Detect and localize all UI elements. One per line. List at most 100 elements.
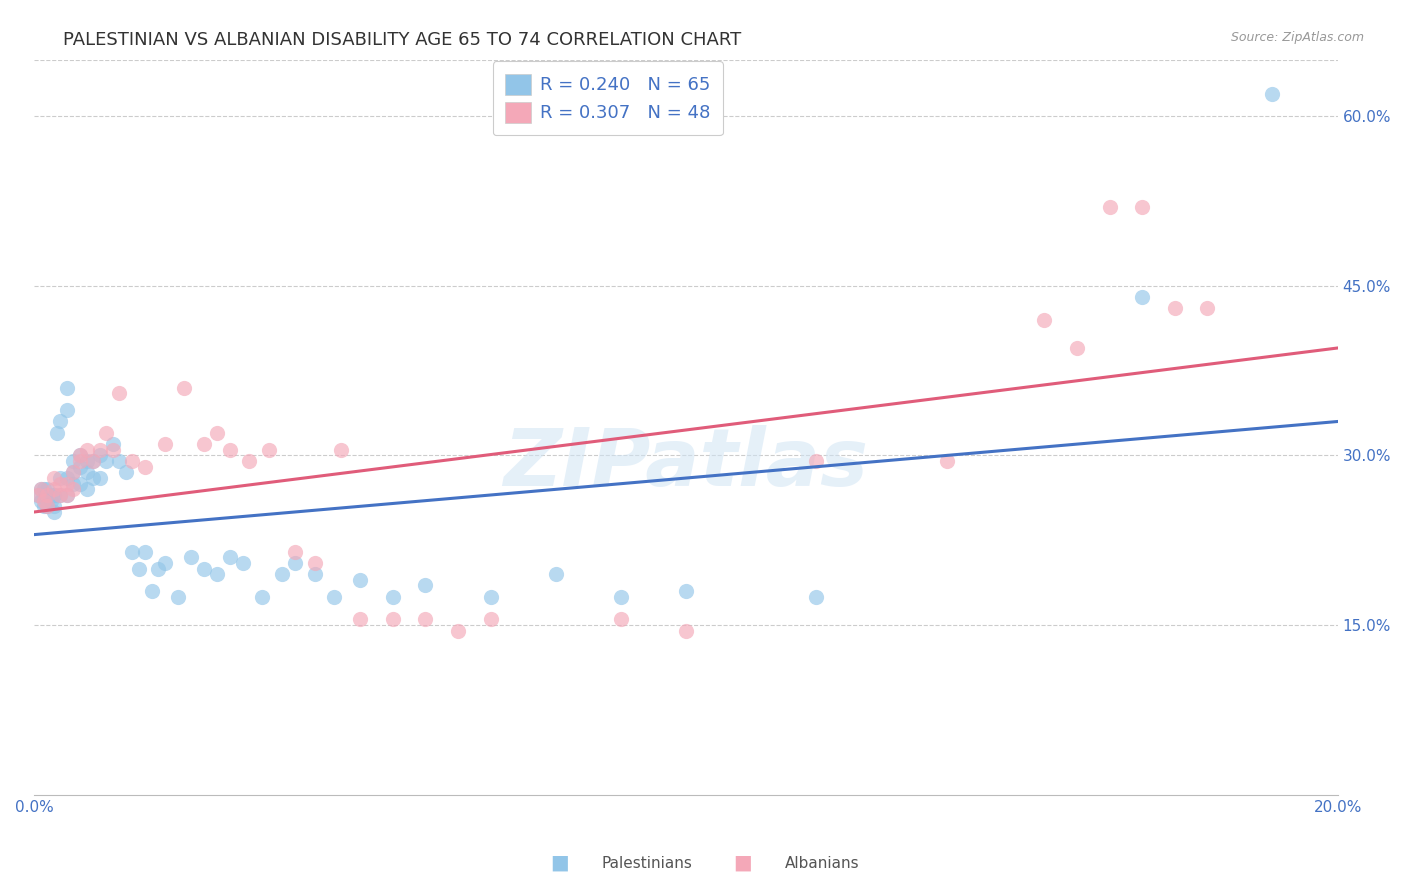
Point bbox=[42, 500, 65, 514]
Point bbox=[108, 454, 131, 468]
Point bbox=[82, 454, 104, 468]
Point bbox=[218, 550, 240, 565]
Point bbox=[69, 449, 91, 463]
Point bbox=[89, 471, 111, 485]
Point bbox=[349, 573, 371, 587]
Point bbox=[479, 590, 502, 604]
Point bbox=[232, 556, 254, 570]
Point bbox=[323, 590, 346, 604]
Point bbox=[447, 624, 470, 638]
Point bbox=[56, 488, 79, 502]
Point bbox=[94, 454, 117, 468]
Point bbox=[56, 476, 79, 491]
Text: ZIPatlas: ZIPatlas bbox=[503, 425, 869, 503]
Point bbox=[173, 380, 195, 394]
Point bbox=[134, 459, 156, 474]
Point bbox=[134, 544, 156, 558]
Point bbox=[153, 437, 176, 451]
Point bbox=[49, 476, 72, 491]
Point bbox=[101, 437, 124, 451]
Point bbox=[101, 442, 124, 457]
Point bbox=[62, 466, 84, 480]
Point bbox=[329, 442, 352, 457]
Point bbox=[62, 483, 84, 497]
Point bbox=[94, 425, 117, 440]
Point bbox=[56, 488, 79, 502]
Point bbox=[108, 386, 131, 401]
Text: ▪: ▪ bbox=[733, 849, 752, 878]
Point bbox=[252, 590, 274, 604]
Point bbox=[37, 488, 59, 502]
Point bbox=[69, 454, 91, 468]
Point bbox=[284, 556, 307, 570]
Point bbox=[166, 590, 188, 604]
Point bbox=[806, 454, 828, 468]
Point bbox=[62, 454, 84, 468]
Legend: R = 0.240   N = 65, R = 0.307   N = 48: R = 0.240 N = 65, R = 0.307 N = 48 bbox=[494, 62, 723, 136]
Point bbox=[1197, 301, 1219, 316]
Point bbox=[806, 590, 828, 604]
Point bbox=[30, 493, 52, 508]
Point bbox=[271, 567, 294, 582]
Point bbox=[39, 493, 62, 508]
Point bbox=[42, 488, 65, 502]
Point bbox=[32, 500, 55, 514]
Point bbox=[37, 500, 59, 514]
Point bbox=[381, 590, 404, 604]
Point bbox=[180, 550, 202, 565]
Point bbox=[76, 483, 98, 497]
Point bbox=[49, 471, 72, 485]
Point bbox=[205, 425, 228, 440]
Point bbox=[56, 471, 79, 485]
Point bbox=[610, 590, 633, 604]
Point bbox=[193, 437, 215, 451]
Point bbox=[49, 488, 72, 502]
Point bbox=[935, 454, 957, 468]
Point bbox=[1261, 87, 1284, 101]
Point bbox=[46, 425, 69, 440]
Point bbox=[76, 442, 98, 457]
Point bbox=[1098, 200, 1121, 214]
Text: Palestinians: Palestinians bbox=[602, 856, 693, 871]
Point bbox=[1164, 301, 1187, 316]
Point bbox=[1066, 341, 1088, 355]
Point bbox=[415, 612, 437, 626]
Point bbox=[56, 380, 79, 394]
Point bbox=[381, 612, 404, 626]
Point bbox=[121, 544, 143, 558]
Point bbox=[544, 567, 567, 582]
Point bbox=[148, 561, 170, 575]
Point bbox=[30, 483, 52, 497]
Point bbox=[42, 471, 65, 485]
Point bbox=[27, 488, 49, 502]
Point bbox=[76, 466, 98, 480]
Point bbox=[69, 476, 91, 491]
Point bbox=[49, 415, 72, 429]
Point bbox=[42, 505, 65, 519]
Point bbox=[304, 556, 326, 570]
Point bbox=[238, 454, 260, 468]
Text: Albanians: Albanians bbox=[785, 856, 859, 871]
Point bbox=[1130, 200, 1153, 214]
Point bbox=[37, 500, 59, 514]
Point bbox=[121, 454, 143, 468]
Text: Source: ZipAtlas.com: Source: ZipAtlas.com bbox=[1230, 31, 1364, 45]
Point bbox=[1130, 290, 1153, 304]
Point bbox=[42, 488, 65, 502]
Point bbox=[62, 476, 84, 491]
Point bbox=[37, 483, 59, 497]
Point bbox=[27, 488, 49, 502]
Point bbox=[1033, 312, 1056, 326]
Point bbox=[32, 493, 55, 508]
Point bbox=[89, 442, 111, 457]
Point bbox=[153, 556, 176, 570]
Point bbox=[30, 483, 52, 497]
Point bbox=[76, 454, 98, 468]
Point bbox=[69, 459, 91, 474]
Point bbox=[141, 584, 163, 599]
Point bbox=[62, 466, 84, 480]
Point bbox=[37, 488, 59, 502]
Point bbox=[128, 561, 150, 575]
Point bbox=[82, 471, 104, 485]
Point bbox=[304, 567, 326, 582]
